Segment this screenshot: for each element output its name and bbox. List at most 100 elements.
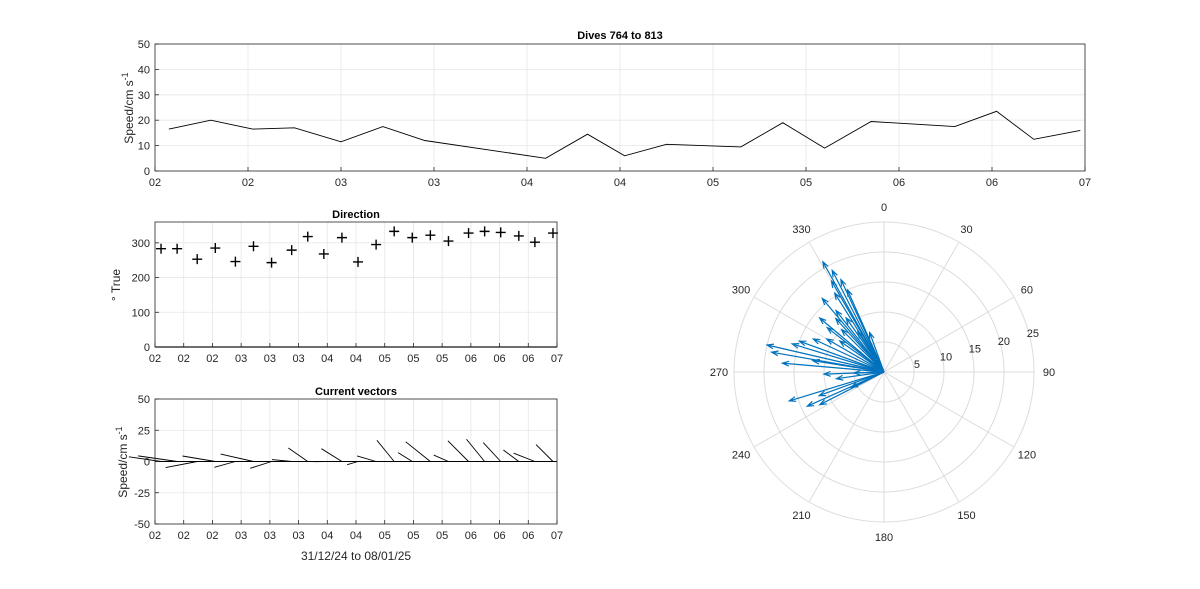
direction-xtick-label: 05 [407, 353, 419, 365]
current-vector [356, 455, 377, 462]
direction-xtick-label: 05 [436, 353, 448, 365]
compass-arrow [825, 338, 885, 373]
direction-marker [371, 239, 382, 250]
vectors-panel: 02 02 02 03 03 03 04 04 05 05 05 06 06 06 07 -50 -25 0 25 5… [114, 386, 563, 563]
direction-ytick-label: 100 [132, 307, 150, 319]
current-vector [405, 441, 431, 462]
compass-arrow [765, 343, 885, 373]
vectors-xtick-label: 05 [436, 530, 448, 542]
compass-arrow [787, 371, 885, 402]
direction-marker [353, 256, 364, 267]
vectors-xtick-label: 07 [551, 530, 563, 542]
direction-ytick-label: 200 [132, 273, 150, 285]
compass-angle-label: 300 [732, 285, 750, 297]
speed-xtick-label: 04 [521, 177, 533, 189]
compass-angle-label: 90 [1043, 367, 1055, 379]
compass-arrow [822, 370, 885, 377]
speed-ytick-label: 20 [138, 115, 150, 127]
compass-radius-label: 20 [998, 336, 1010, 348]
speed-panel: 02 02 03 03 04 04 05 05 06 06 07 0 10 20 30 40 50 Dives … [120, 30, 1091, 189]
compass-arrow [869, 330, 885, 373]
speed-ytick-label: 50 [138, 39, 150, 51]
compass-angle-label: 150 [957, 510, 975, 522]
current-vector [220, 453, 254, 462]
current-vector [433, 454, 449, 462]
speed-ytick-label: 40 [138, 64, 150, 76]
speed-xtick-label: 02 [242, 177, 254, 189]
vectors-xtick-label: 04 [321, 530, 333, 542]
compass-vectors [765, 260, 885, 407]
compass-angle-label: 30 [960, 224, 972, 236]
compass-spoke [883, 296, 1015, 373]
speed-panel-ylabel-text: Speed/cm s [122, 80, 136, 143]
compass-spoke [883, 241, 960, 373]
vectors-panel-xlabel: 31/12/24 to 08/01/25 [301, 549, 411, 563]
direction-marker [336, 232, 347, 243]
vectors-panel-title: Current vectors [315, 386, 397, 398]
vectors-xtick-label: 03 [292, 530, 304, 542]
speed-ytick-label: 30 [138, 90, 150, 102]
direction-panel-ylabel: ° True [109, 269, 123, 301]
direction-xtick-label: 06 [465, 353, 477, 365]
compass-arrow [811, 338, 885, 373]
vectors-ytick-label: 25 [138, 425, 150, 437]
direction-panel-ticks: 02 02 02 03 03 03 04 04 05 05 05 06 06 06 07 0 100 200 300 [132, 238, 563, 365]
compass-arrow [790, 343, 885, 373]
direction-marker [230, 256, 241, 267]
compass-spoke [883, 371, 1015, 448]
compass-arrow [818, 316, 885, 373]
speed-xtick-label: 06 [986, 177, 998, 189]
speed-xtick-label: 03 [428, 177, 440, 189]
compass-spoke [883, 371, 960, 503]
direction-ytick-label: 0 [144, 342, 150, 354]
direction-marker [318, 248, 329, 259]
vectors-xtick-label: 05 [407, 530, 419, 542]
vectors-ytick-label: 0 [144, 457, 150, 469]
direction-marker [495, 227, 506, 238]
compass-angle-label: 210 [792, 510, 810, 522]
direction-xtick-label: 04 [321, 353, 333, 365]
current-vector [271, 459, 292, 462]
vectors-xtick-label: 06 [493, 530, 505, 542]
current-vector [447, 440, 469, 462]
vectors-xtick-label: 02 [178, 530, 190, 542]
compass-angle-label: 180 [875, 532, 893, 544]
direction-xtick-label: 06 [522, 353, 534, 365]
vectors-series [128, 438, 557, 469]
vectors-xtick-label: 02 [206, 530, 218, 542]
direction-marker [286, 245, 297, 256]
compass-angle-label: 0 [881, 202, 887, 214]
vectors-xtick-label: 03 [264, 530, 276, 542]
direction-marker [210, 243, 221, 254]
direction-marker [192, 254, 203, 265]
direction-panel-title: Direction [332, 209, 380, 221]
vectors-panel-ylabel-sup: -1 [114, 426, 124, 434]
compass-arrow [817, 371, 885, 397]
speed-xtick-label: 02 [149, 177, 161, 189]
speed-xtick-label: 07 [1079, 177, 1091, 189]
vectors-ytick-label: 50 [138, 394, 150, 406]
current-vector [214, 461, 236, 468]
direction-xtick-label: 04 [350, 353, 362, 365]
vectors-panel-ticks: 02 02 02 03 03 03 04 04 05 05 05 06 06 06 07 -50 -25 0 25 5… [134, 394, 563, 542]
compass-radius-label: 5 [914, 359, 920, 371]
speed-ytick-label: 10 [138, 141, 150, 153]
vectors-xtick-label: 03 [235, 530, 247, 542]
speed-xtick-label: 05 [800, 177, 812, 189]
current-vector [466, 438, 485, 462]
vectors-xtick-label: 06 [465, 530, 477, 542]
direction-marker [302, 231, 313, 242]
direction-marker [389, 226, 400, 237]
direction-ytick-label: 300 [132, 238, 150, 250]
direction-xtick-label: 02 [149, 353, 161, 365]
speed-xtick-label: 04 [614, 177, 626, 189]
compass-angle-label: 270 [710, 367, 728, 379]
vectors-xtick-label: 06 [522, 530, 534, 542]
compass-spoke [753, 371, 885, 448]
compass-arrow [840, 328, 885, 373]
vectors-panel-ylabel-text: Speed/cm s [116, 434, 130, 497]
direction-panel: 02 02 02 03 03 03 04 04 05 05 05 06 06 06 07 0 100 200 300… [109, 209, 563, 365]
direction-marker [513, 230, 524, 241]
current-vector [503, 449, 520, 462]
